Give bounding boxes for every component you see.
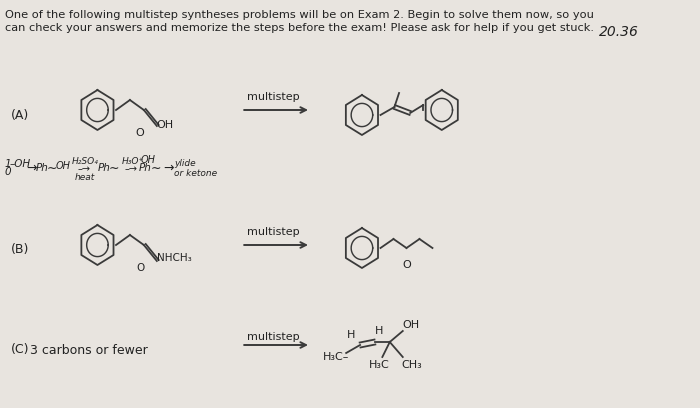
Text: One of the following multistep syntheses problems will be on Exam 2. Begin to so: One of the following multistep syntheses… xyxy=(5,10,594,20)
Text: →: → xyxy=(26,162,36,175)
Text: H₃C: H₃C xyxy=(370,360,390,370)
Text: H₃C–: H₃C– xyxy=(323,352,349,362)
Text: ∼: ∼ xyxy=(150,162,161,175)
Text: NHCH₃: NHCH₃ xyxy=(157,253,192,263)
Text: H: H xyxy=(374,326,383,336)
Text: Ph: Ph xyxy=(35,163,48,173)
Text: O: O xyxy=(136,128,144,138)
Text: multistep: multistep xyxy=(248,92,300,102)
Text: H: H xyxy=(346,330,355,340)
Text: OH: OH xyxy=(56,161,71,171)
Text: –→: –→ xyxy=(77,164,90,174)
Text: 3 carbons or fewer: 3 carbons or fewer xyxy=(29,344,148,357)
Text: Ph: Ph xyxy=(97,163,111,173)
Text: 1: 1 xyxy=(5,159,11,169)
Text: (A): (A) xyxy=(11,109,29,122)
Text: heat: heat xyxy=(74,173,95,182)
Text: multistep: multistep xyxy=(248,332,300,342)
Text: CH₃: CH₃ xyxy=(401,360,421,370)
Text: –OH: –OH xyxy=(9,159,30,169)
Text: multistep: multistep xyxy=(248,227,300,237)
Text: →: → xyxy=(163,162,174,175)
Text: ∼: ∼ xyxy=(46,162,57,175)
Text: or ketone: or ketone xyxy=(174,169,218,177)
Text: O: O xyxy=(136,263,144,273)
Text: Ph: Ph xyxy=(139,163,152,173)
Text: (B): (B) xyxy=(11,244,29,257)
Text: (C): (C) xyxy=(11,344,29,357)
Text: OH: OH xyxy=(402,320,420,330)
Text: ylide: ylide xyxy=(174,158,196,168)
Text: –→: –→ xyxy=(125,164,137,174)
Text: OH: OH xyxy=(140,155,155,165)
Text: 0: 0 xyxy=(5,167,11,177)
Text: OH: OH xyxy=(157,120,174,130)
Text: H₃O⁺: H₃O⁺ xyxy=(122,157,144,166)
Text: H₂SO₄: H₂SO₄ xyxy=(71,157,98,166)
Text: ∼: ∼ xyxy=(108,162,119,175)
Text: can check your answers and memorize the steps before the exam! Please ask for he: can check your answers and memorize the … xyxy=(5,23,594,33)
Text: O: O xyxy=(402,260,411,270)
Text: 20.36: 20.36 xyxy=(598,25,638,39)
